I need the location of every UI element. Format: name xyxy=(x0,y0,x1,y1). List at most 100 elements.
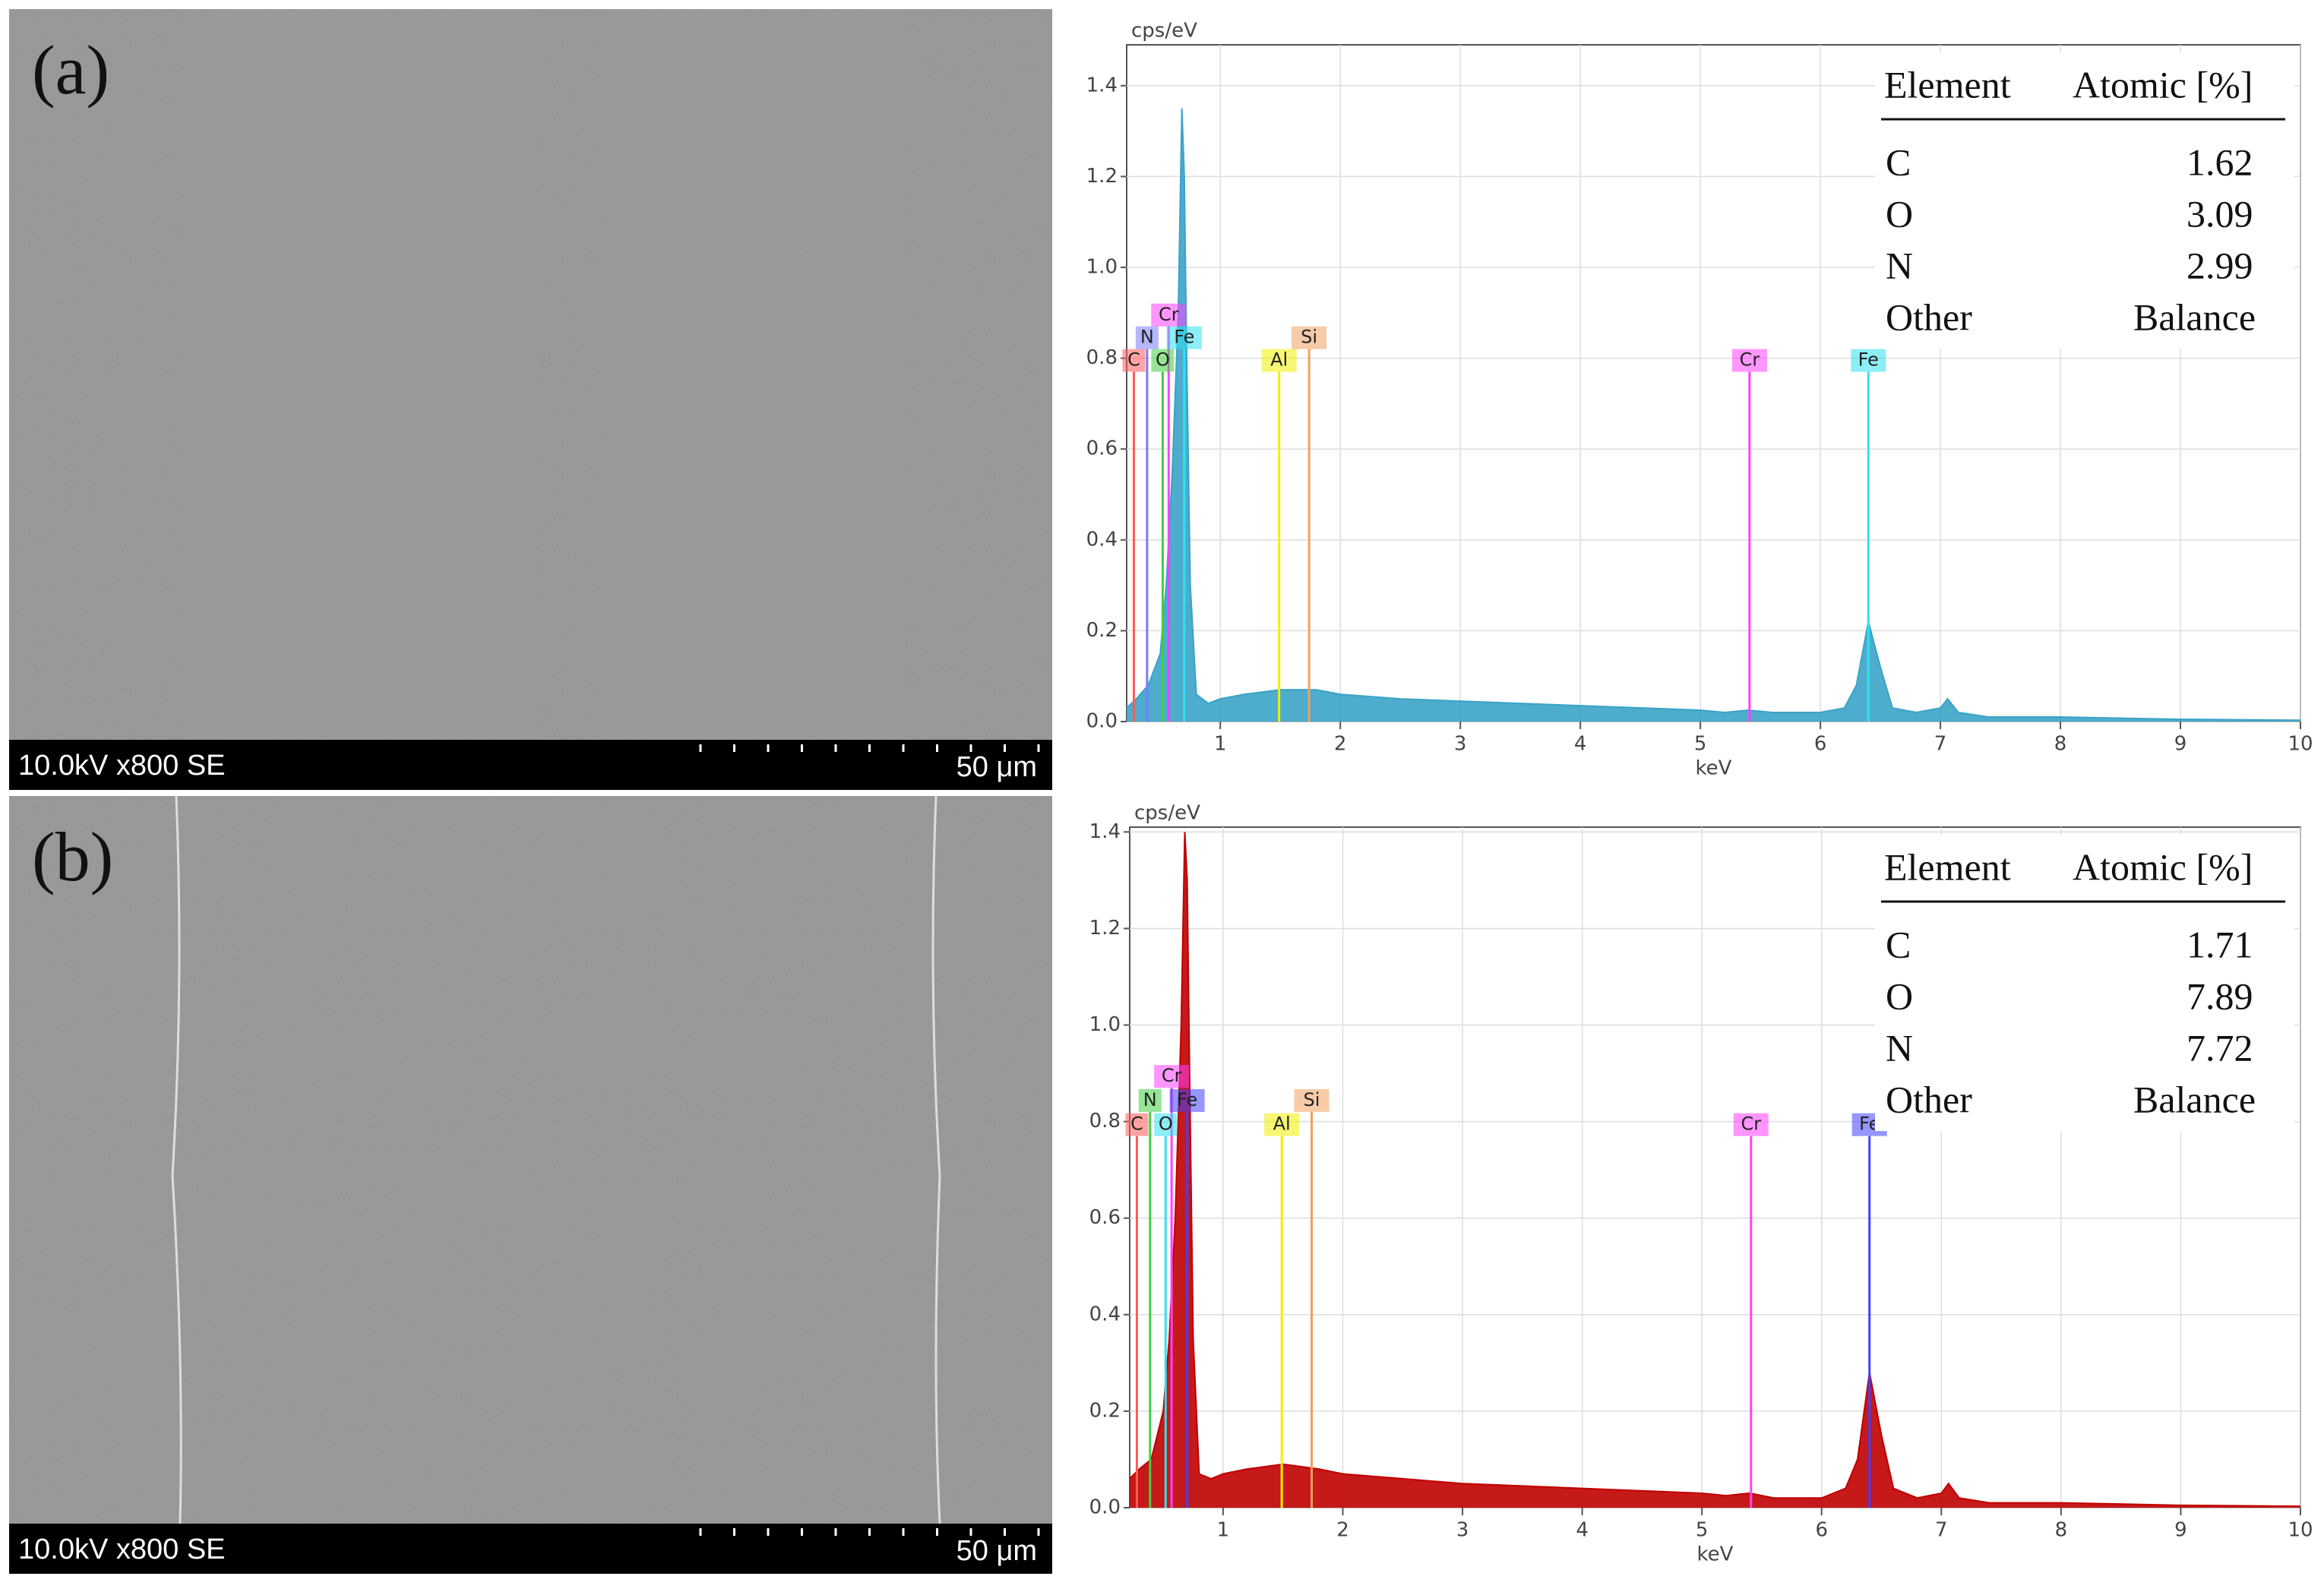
element-label-box xyxy=(1166,326,1202,349)
element-label-box xyxy=(1294,1088,1330,1112)
table-cell: Balance xyxy=(2133,295,2256,338)
sem-scale: 50 μm xyxy=(956,751,1037,783)
element-label: Cr xyxy=(1162,1065,1182,1086)
x-tick-label: 3 xyxy=(1456,1519,1469,1542)
table-cell: 7.72 xyxy=(2186,1026,2253,1069)
element-label-box xyxy=(1151,349,1175,372)
y-tick-label: 0.4 xyxy=(1086,528,1118,551)
table-bg xyxy=(1875,52,2294,349)
table-cell: Other xyxy=(1886,1078,1972,1120)
table-cell: O xyxy=(1886,192,1913,235)
x-axis-label: keV xyxy=(1696,757,1732,780)
table-header: Element xyxy=(1884,845,2011,888)
table-cell: 2.99 xyxy=(2186,244,2253,286)
table-cell: 1.62 xyxy=(2186,141,2253,183)
x-tick-label: 1 xyxy=(1214,733,1227,756)
y-tick-label: 0.6 xyxy=(1089,1206,1121,1229)
element-label-box xyxy=(1154,1065,1190,1088)
element-label-box xyxy=(1264,1113,1300,1136)
sem-band xyxy=(184,9,541,740)
x-tick-label: 9 xyxy=(2174,1519,2187,1542)
x-tick-label: 2 xyxy=(1336,1519,1349,1542)
y-tick-label: 1.0 xyxy=(1086,256,1118,279)
sem-info-bar xyxy=(9,1524,1052,1574)
y-tick-label: 0.8 xyxy=(1086,346,1118,369)
sem-info: 10.0kV x800 SE xyxy=(18,1534,226,1565)
element-label-box xyxy=(1292,326,1327,349)
panel-label: (b) xyxy=(32,818,113,896)
table-cell: 7.89 xyxy=(2186,974,2253,1017)
element-label: Fe xyxy=(1858,349,1879,371)
x-tick-label: 4 xyxy=(1576,1519,1589,1542)
element-label-box xyxy=(1261,349,1297,372)
element-label: C xyxy=(1130,1113,1143,1135)
element-label: Fe xyxy=(1174,327,1194,348)
y-tick-label: 1.0 xyxy=(1089,1013,1121,1036)
element-label: Al xyxy=(1270,349,1288,371)
y-tick-label: 0.6 xyxy=(1086,437,1118,460)
sem-crack xyxy=(171,795,182,1524)
element-label-box xyxy=(1851,349,1886,372)
x-tick-label: 1 xyxy=(1217,1519,1230,1542)
sem-grain xyxy=(9,796,1052,1524)
table-cell: 3.09 xyxy=(2186,192,2253,235)
element-label: O xyxy=(1156,349,1170,371)
sem-scale: 50 μm xyxy=(956,1535,1037,1567)
table-bg xyxy=(1875,835,2294,1131)
sem-band xyxy=(602,9,906,740)
element-label-box xyxy=(1122,349,1146,372)
element-label-box xyxy=(1138,1088,1162,1112)
x-tick-label: 10 xyxy=(2288,1519,2313,1542)
sem-info: 10.0kV x800 SE xyxy=(18,750,226,782)
element-label-box xyxy=(1731,349,1767,372)
x-tick-label: 6 xyxy=(1815,1519,1828,1542)
element-label: Cr xyxy=(1159,304,1179,325)
y-tick-label: 0.8 xyxy=(1089,1110,1121,1132)
element-label: Al xyxy=(1273,1113,1291,1135)
y-axis-label: cps/eV xyxy=(1131,20,1197,43)
spectrum-line xyxy=(1129,832,2301,1508)
table-header: Atomic [%] xyxy=(2073,845,2253,888)
element-label: C xyxy=(1127,349,1140,371)
sem-info-bar xyxy=(9,740,1052,790)
x-tick-label: 4 xyxy=(1574,733,1587,756)
element-label-box xyxy=(1169,1088,1205,1112)
element-label-box xyxy=(1733,1113,1769,1136)
element-label-box xyxy=(1151,303,1187,327)
spectrum-line xyxy=(1126,108,2301,722)
x-tick-label: 9 xyxy=(2174,733,2187,756)
y-tick-label: 1.2 xyxy=(1086,165,1118,188)
table-cell: N xyxy=(1886,1026,1913,1069)
element-label: Si xyxy=(1301,327,1317,348)
element-label-box xyxy=(1135,326,1159,349)
table-header: Element xyxy=(1884,63,2011,106)
y-tick-label: 0.4 xyxy=(1089,1303,1121,1325)
y-axis-label: cps/eV xyxy=(1134,802,1200,825)
sem-crack xyxy=(931,795,941,1524)
y-tick-label: 0.2 xyxy=(1089,1399,1121,1422)
element-label: O xyxy=(1159,1113,1173,1135)
table-header: Atomic [%] xyxy=(2073,63,2253,106)
y-tick-label: 0.0 xyxy=(1086,710,1118,733)
y-tick-label: 0.2 xyxy=(1086,619,1118,642)
table-cell: N xyxy=(1886,244,1913,286)
x-tick-label: 3 xyxy=(1454,733,1467,756)
element-label: N xyxy=(1143,1089,1157,1110)
x-tick-label: 2 xyxy=(1334,733,1347,756)
x-tick-label: 6 xyxy=(1814,733,1827,756)
y-tick-label: 1.2 xyxy=(1089,917,1121,940)
element-label: Si xyxy=(1304,1089,1320,1110)
x-tick-label: 7 xyxy=(1935,1519,1948,1542)
y-tick-label: 1.4 xyxy=(1086,74,1118,96)
table-cell: Balance xyxy=(2133,1078,2256,1120)
table-cell: 1.71 xyxy=(2186,923,2253,965)
element-label-box xyxy=(1154,1113,1178,1136)
table-cell: C xyxy=(1886,923,1911,965)
y-tick-label: 0.0 xyxy=(1089,1496,1121,1519)
element-label: Fe xyxy=(1177,1089,1197,1110)
x-tick-label: 8 xyxy=(2054,733,2067,756)
x-axis-label: keV xyxy=(1697,1543,1734,1566)
table-cell: C xyxy=(1886,141,1911,183)
table-cell: Other xyxy=(1886,295,1972,338)
